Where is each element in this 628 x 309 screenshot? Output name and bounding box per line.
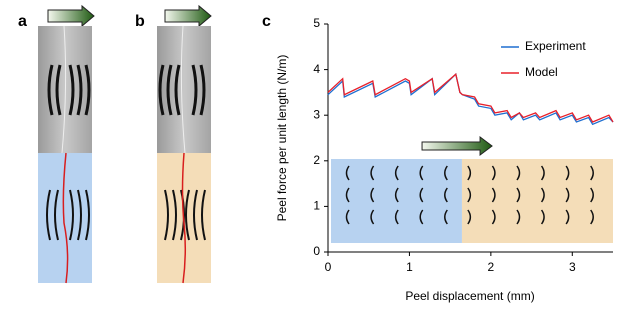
y-tick-label: 2 — [313, 153, 320, 167]
panel-a — [38, 6, 94, 283]
panel-label: b — [135, 13, 145, 30]
x-tick-label: 3 — [569, 260, 576, 274]
x-tick-label: 1 — [406, 260, 413, 274]
y-tick-label: 1 — [313, 199, 320, 213]
y-axis-label: Peel force per unit length (N/m) — [275, 55, 289, 222]
panel-label: c — [262, 13, 271, 30]
y-tick-label: 3 — [313, 107, 320, 121]
y-tick-label: 4 — [313, 62, 320, 76]
panel-b — [157, 6, 211, 283]
y-tick-label: 5 — [313, 16, 320, 30]
y-tick-label: 0 — [313, 244, 320, 258]
x-tick-label: 2 — [488, 260, 495, 274]
x-tick-label: 0 — [325, 260, 332, 274]
legend-label: Model — [525, 65, 558, 79]
arrow — [422, 137, 492, 155]
inset-right — [462, 159, 613, 243]
arrow — [165, 6, 211, 26]
panel-label: a — [18, 13, 27, 30]
arrow — [48, 6, 94, 26]
figure: a b c Peel force per unit length (N/m) P… — [0, 0, 628, 309]
legend-label: Experiment — [525, 39, 586, 53]
x-axis-label: Peel displacement (mm) — [405, 289, 534, 303]
